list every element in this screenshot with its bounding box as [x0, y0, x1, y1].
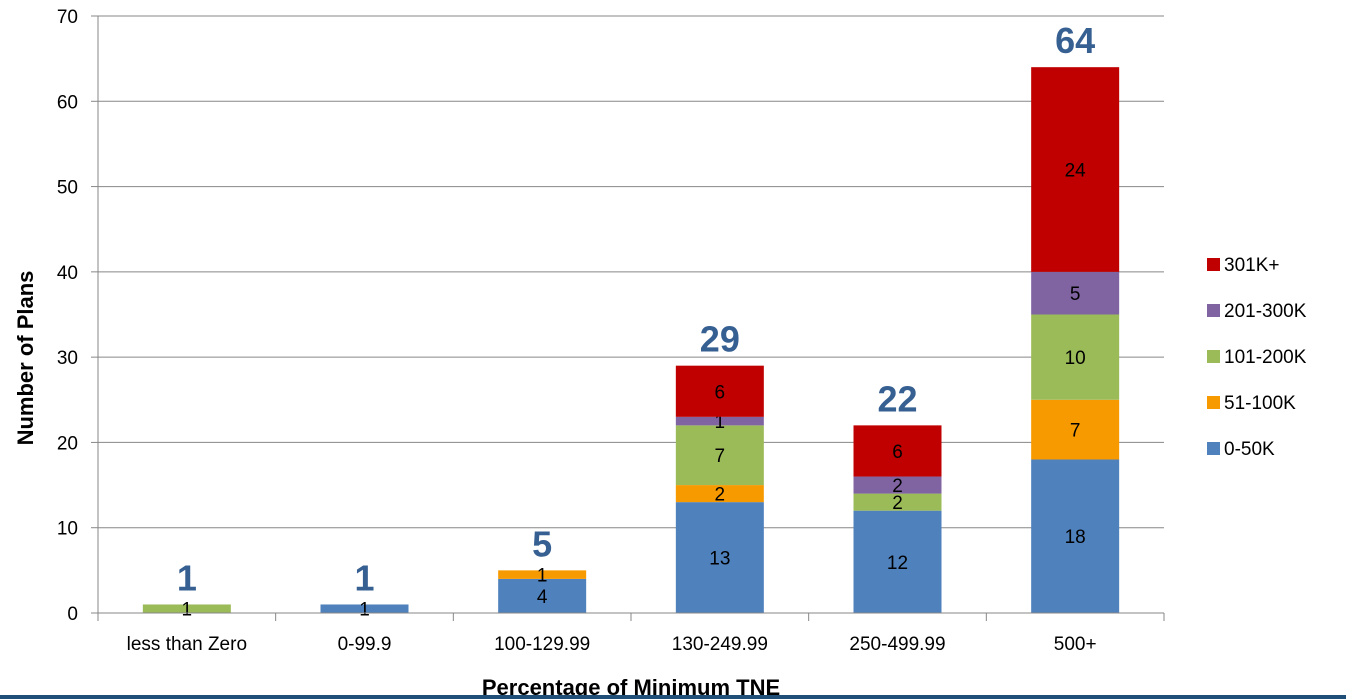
segment-value-label: 7	[1070, 421, 1081, 442]
y-tick-label: 70	[57, 7, 78, 28]
bar-segment-51-100K	[498, 570, 587, 579]
segment-value-label: 1	[537, 566, 548, 587]
legend-swatch	[1207, 258, 1220, 271]
bar-segment-301K+	[853, 425, 942, 477]
bar-total-label: 1	[177, 557, 197, 598]
legend-label: 101-200K	[1224, 347, 1307, 368]
axes: 0 10 20 30 40 50 60 70 less than Zero 0-99.9 100-1…	[57, 7, 1165, 655]
segment-value-label: 6	[715, 382, 726, 403]
bar-segment-301K+	[675, 365, 764, 417]
bar-total-label: 1	[354, 557, 374, 598]
x-tick-label: 500+	[1054, 634, 1097, 655]
gridlines	[98, 15, 1164, 529]
bar-segment-101-200K	[1031, 314, 1120, 400]
legend-label: 201-300K	[1224, 301, 1307, 322]
legend-swatch	[1207, 304, 1220, 317]
y-tick-label: 40	[57, 263, 78, 284]
bottom-rule	[0, 695, 1346, 699]
x-tick-label: 250-499.99	[849, 634, 945, 655]
bar-total-label: 29	[700, 319, 740, 360]
bar-segment-51-100K	[1031, 399, 1120, 460]
bar-segment-51-100K	[675, 485, 764, 503]
bar-segment-101-200K	[142, 604, 231, 613]
x-tick-label: less than Zero	[127, 634, 247, 655]
segment-value-label: 5	[1070, 284, 1081, 305]
segment-value-label: 1	[182, 600, 193, 621]
bar-segment-201-300K	[1031, 271, 1120, 315]
y-tick-label: 30	[57, 348, 78, 369]
segment-value-label: 1	[359, 600, 370, 621]
segment-value-label: 2	[892, 476, 903, 497]
legend-swatch	[1207, 442, 1220, 455]
segment-value-label: 10	[1065, 348, 1086, 369]
x-tick-label: 100-129.99	[494, 634, 590, 655]
segment-value-label: 1	[715, 412, 726, 433]
y-tick-label: 20	[57, 433, 78, 454]
bar-total-label: 64	[1055, 20, 1095, 61]
bar-segment-101-200K	[675, 425, 764, 486]
y-axis-title: Number of Plans	[13, 271, 38, 446]
y-tick-label: 10	[57, 519, 78, 540]
segment-value-label: 4	[537, 587, 548, 608]
bar-segment-0-50K	[498, 578, 587, 613]
segment-value-label: 6	[892, 442, 903, 463]
x-tick-label: 0-99.9	[338, 634, 392, 655]
legend-label: 0-50K	[1224, 439, 1275, 460]
bar-segment-0-50K	[853, 510, 942, 613]
legend-swatch	[1207, 350, 1220, 363]
bar-total-label: 22	[877, 378, 917, 419]
segment-value-label: 12	[887, 553, 908, 574]
legend-label: 301K+	[1224, 255, 1279, 276]
bar-segment-0-50K	[675, 502, 764, 613]
segment-value-label: 24	[1065, 161, 1087, 182]
bar-segment-0-50K	[1031, 459, 1120, 613]
bar-segment-201-300K	[675, 416, 764, 426]
segment-value-label: 13	[709, 549, 730, 570]
segment-value-label: 7	[715, 446, 726, 467]
y-tick-label: 50	[57, 178, 78, 199]
y-tick-label: 60	[57, 92, 78, 113]
bar-segment-0-50K	[320, 604, 409, 613]
x-tick-label: 130-249.99	[672, 634, 768, 655]
segment-value-label: 18	[1065, 527, 1086, 548]
segment-value-label: 2	[715, 485, 726, 506]
y-tick-label: 0	[67, 604, 78, 625]
legend-swatch	[1207, 396, 1220, 409]
segment-value-label: 2	[892, 493, 903, 514]
bar-segment-201-300K	[853, 476, 942, 494]
legend: 301K+ 201-300K 101-200K 51-100K 0-50K	[1207, 255, 1307, 460]
bar-segment-301K+	[1031, 67, 1120, 272]
bar-total-label: 5	[532, 523, 552, 564]
bar-segment-101-200K	[853, 493, 942, 511]
legend-label: 51-100K	[1224, 393, 1296, 414]
